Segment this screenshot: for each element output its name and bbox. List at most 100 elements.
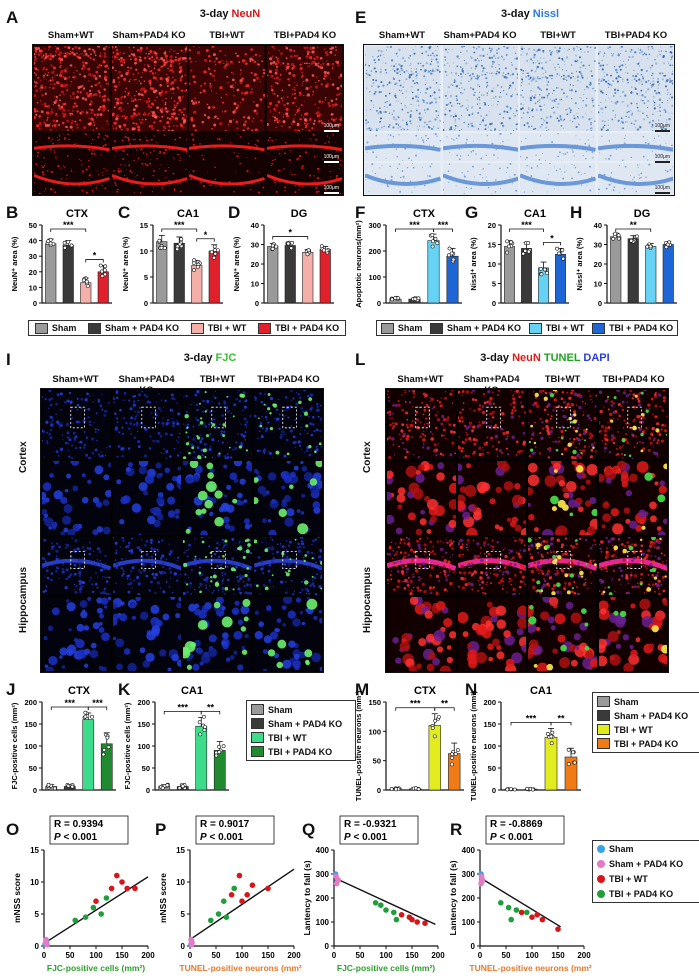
panel-I-images xyxy=(40,388,324,673)
legend-swatch xyxy=(251,732,264,743)
scatter-point xyxy=(208,917,214,924)
chart-R: R = -0.8869 P < 0.001 0 100 200 300 400 0 50 100 1… xyxy=(448,815,592,973)
data-point xyxy=(100,274,105,278)
micrograph-tile xyxy=(111,536,182,596)
legend-label: TBI + WT xyxy=(614,724,653,735)
scatter-point xyxy=(505,904,512,911)
scatter-point xyxy=(228,892,235,898)
y-tick-label: 0 xyxy=(377,786,381,795)
significance-bracket xyxy=(87,706,108,710)
scale-bar: 100μm xyxy=(323,154,339,163)
data-point xyxy=(512,787,517,792)
r-value: R = 0.9017 xyxy=(200,819,250,830)
significance-label: * xyxy=(93,251,97,261)
data-point xyxy=(430,233,435,237)
scale-bar-label: 100μm xyxy=(323,185,339,191)
data-point xyxy=(611,236,616,241)
significance-label: * xyxy=(204,230,208,240)
scatter-point xyxy=(539,916,546,923)
y-tick-label: 20 xyxy=(251,260,259,269)
x-tick-label: 100 xyxy=(89,951,103,960)
panel-label-C: C xyxy=(118,203,131,222)
data-point xyxy=(394,787,398,792)
data-point xyxy=(197,720,202,725)
panel-label-L: L xyxy=(355,350,366,369)
data-point xyxy=(390,297,395,302)
significance-bracket xyxy=(550,722,572,726)
micrograph-tile xyxy=(111,389,182,460)
micrograph-tile xyxy=(386,536,457,596)
y-axis-label: Apoptotic neurons(mm²) xyxy=(354,220,363,308)
data-point xyxy=(175,244,180,249)
micrograph-tile xyxy=(595,460,668,539)
data-point xyxy=(430,726,435,730)
data-point xyxy=(648,244,653,249)
y-tick-label: 0 xyxy=(35,942,40,951)
micrograph-tile xyxy=(454,458,532,540)
data-point xyxy=(389,787,394,791)
chart-title: DG xyxy=(291,208,308,220)
x-tick-label: 50 xyxy=(356,951,365,960)
micrograph-tile xyxy=(522,593,600,672)
legend-swatch xyxy=(592,322,606,334)
panel-label-B: B xyxy=(6,203,19,222)
scatter-point xyxy=(249,882,256,888)
stats-box xyxy=(485,815,565,845)
data-point xyxy=(105,735,110,740)
data-point xyxy=(560,248,565,252)
regression-line xyxy=(189,868,295,941)
significance-label: *** xyxy=(92,698,103,708)
data-point xyxy=(545,271,549,276)
data-point xyxy=(616,236,621,241)
y-tick-label: 100 xyxy=(483,742,496,751)
scatter-point xyxy=(393,916,400,923)
data-point xyxy=(209,250,214,255)
micrograph-tile xyxy=(519,133,596,162)
scatter-point xyxy=(508,916,514,923)
x-tick-label: 100 xyxy=(235,951,249,960)
micrograph-tile xyxy=(597,389,668,460)
micrograph-tile xyxy=(526,536,598,597)
scatter-point xyxy=(82,914,89,920)
micrograph-tile xyxy=(456,389,527,459)
data-point xyxy=(202,714,206,719)
r-value: R = -0.8869 xyxy=(490,819,543,830)
data-point xyxy=(509,240,513,245)
data-point xyxy=(319,244,324,249)
data-point xyxy=(616,233,621,238)
panel-label-M: M xyxy=(355,680,370,699)
stats-box xyxy=(49,815,129,845)
y-tick-label: 150 xyxy=(368,698,381,707)
y-tick-label: 0 xyxy=(181,942,186,951)
legend-label: TBI + PAD4 KO xyxy=(614,738,679,749)
micrograph-tile xyxy=(33,132,110,162)
data-point xyxy=(217,744,221,749)
scatter-point xyxy=(231,885,237,892)
micrograph-tile xyxy=(456,596,530,672)
data-point xyxy=(83,710,88,715)
title-stain: FJC xyxy=(215,352,237,364)
data-point xyxy=(430,239,435,244)
data-point xyxy=(198,732,203,737)
significance-bracket xyxy=(543,242,561,246)
micrograph-tile xyxy=(41,537,112,597)
micrograph-tile xyxy=(110,45,189,133)
y-axis-label: FJC-positive cells (mm²) xyxy=(123,702,132,789)
chart-title: CTX xyxy=(413,208,436,220)
scatter-point xyxy=(90,904,97,911)
micrograph-tile xyxy=(520,45,597,132)
data-point xyxy=(306,248,311,253)
data-point xyxy=(66,240,70,244)
y-tick-label: 200 xyxy=(368,247,381,256)
y-tick-label: 50 xyxy=(142,764,150,773)
title-stain-neun: NeuN xyxy=(512,352,541,364)
significance-label: *** xyxy=(177,702,188,712)
title-prefix: 3-day xyxy=(480,352,513,364)
data-point xyxy=(305,252,310,257)
data-point xyxy=(506,244,511,249)
legend-swatch xyxy=(34,322,48,334)
micrograph-tile xyxy=(111,133,188,162)
x-tick-label: 200 xyxy=(431,951,445,960)
legend-label: TBI + PAD4 KO xyxy=(275,323,340,333)
micrograph-tile xyxy=(188,45,266,132)
